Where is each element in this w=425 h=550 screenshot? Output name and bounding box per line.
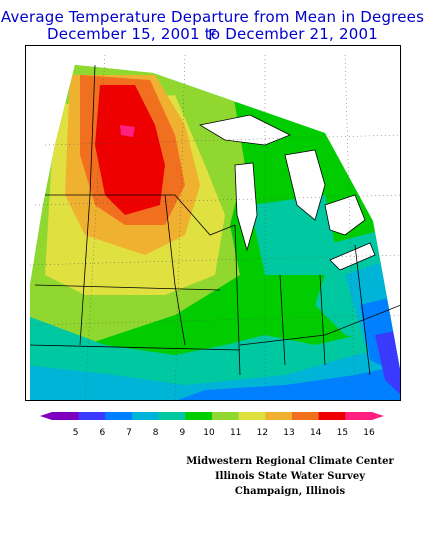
legend-swatch bbox=[158, 412, 186, 420]
legend-label: 12 bbox=[257, 428, 268, 438]
legend-labels: 5 6 7 8 9 10 11 12 13 14 15 16 bbox=[73, 428, 375, 438]
legend-swatch bbox=[185, 412, 213, 420]
temperature-departure-map bbox=[25, 45, 401, 401]
legend-label: 13 bbox=[283, 428, 294, 438]
legend-label: 10 bbox=[203, 428, 215, 438]
legend-label: 15 bbox=[337, 428, 348, 438]
contour-fill bbox=[30, 65, 401, 401]
legend-label: 6 bbox=[99, 428, 105, 438]
legend-label: 7 bbox=[126, 428, 132, 438]
legend-swatch bbox=[292, 412, 320, 420]
credit-line1: Midwestern Regional Climate Center bbox=[186, 456, 394, 467]
legend-swatch bbox=[105, 412, 133, 420]
legend-label: 9 bbox=[179, 428, 185, 438]
legend-label: 14 bbox=[310, 428, 322, 438]
credit-line3: Champaign, Illinois bbox=[234, 486, 346, 497]
legend-swatch bbox=[318, 412, 346, 420]
legend-label: 8 bbox=[153, 428, 159, 438]
legend-swatch bbox=[345, 412, 373, 420]
legend-swatch bbox=[132, 412, 160, 420]
state-borders bbox=[29, 64, 401, 376]
great-lakes bbox=[198, 114, 376, 271]
legend-swatch bbox=[52, 412, 80, 420]
legend-bar bbox=[40, 412, 384, 420]
color-legend: 5 6 7 8 9 10 11 12 13 14 15 16 bbox=[40, 412, 384, 438]
legend-swatch bbox=[238, 412, 266, 420]
legend-left-arrow bbox=[40, 412, 52, 420]
map-title-line2: December 15, 2001 to December 21, 2001 bbox=[47, 25, 378, 43]
credit-line2: Illinois State Water Survey bbox=[214, 471, 366, 482]
graticule bbox=[29, 54, 401, 401]
legend-label: 11 bbox=[230, 428, 241, 438]
legend-label: 5 bbox=[73, 428, 79, 438]
map-title-line1: Average Temperature Departure from Mean … bbox=[0, 8, 425, 44]
legend-label: 16 bbox=[363, 428, 375, 438]
legend-swatch bbox=[212, 412, 240, 420]
legend-right-arrow bbox=[372, 412, 384, 420]
legend-swatch bbox=[78, 412, 106, 420]
legend-swatch bbox=[265, 412, 293, 420]
